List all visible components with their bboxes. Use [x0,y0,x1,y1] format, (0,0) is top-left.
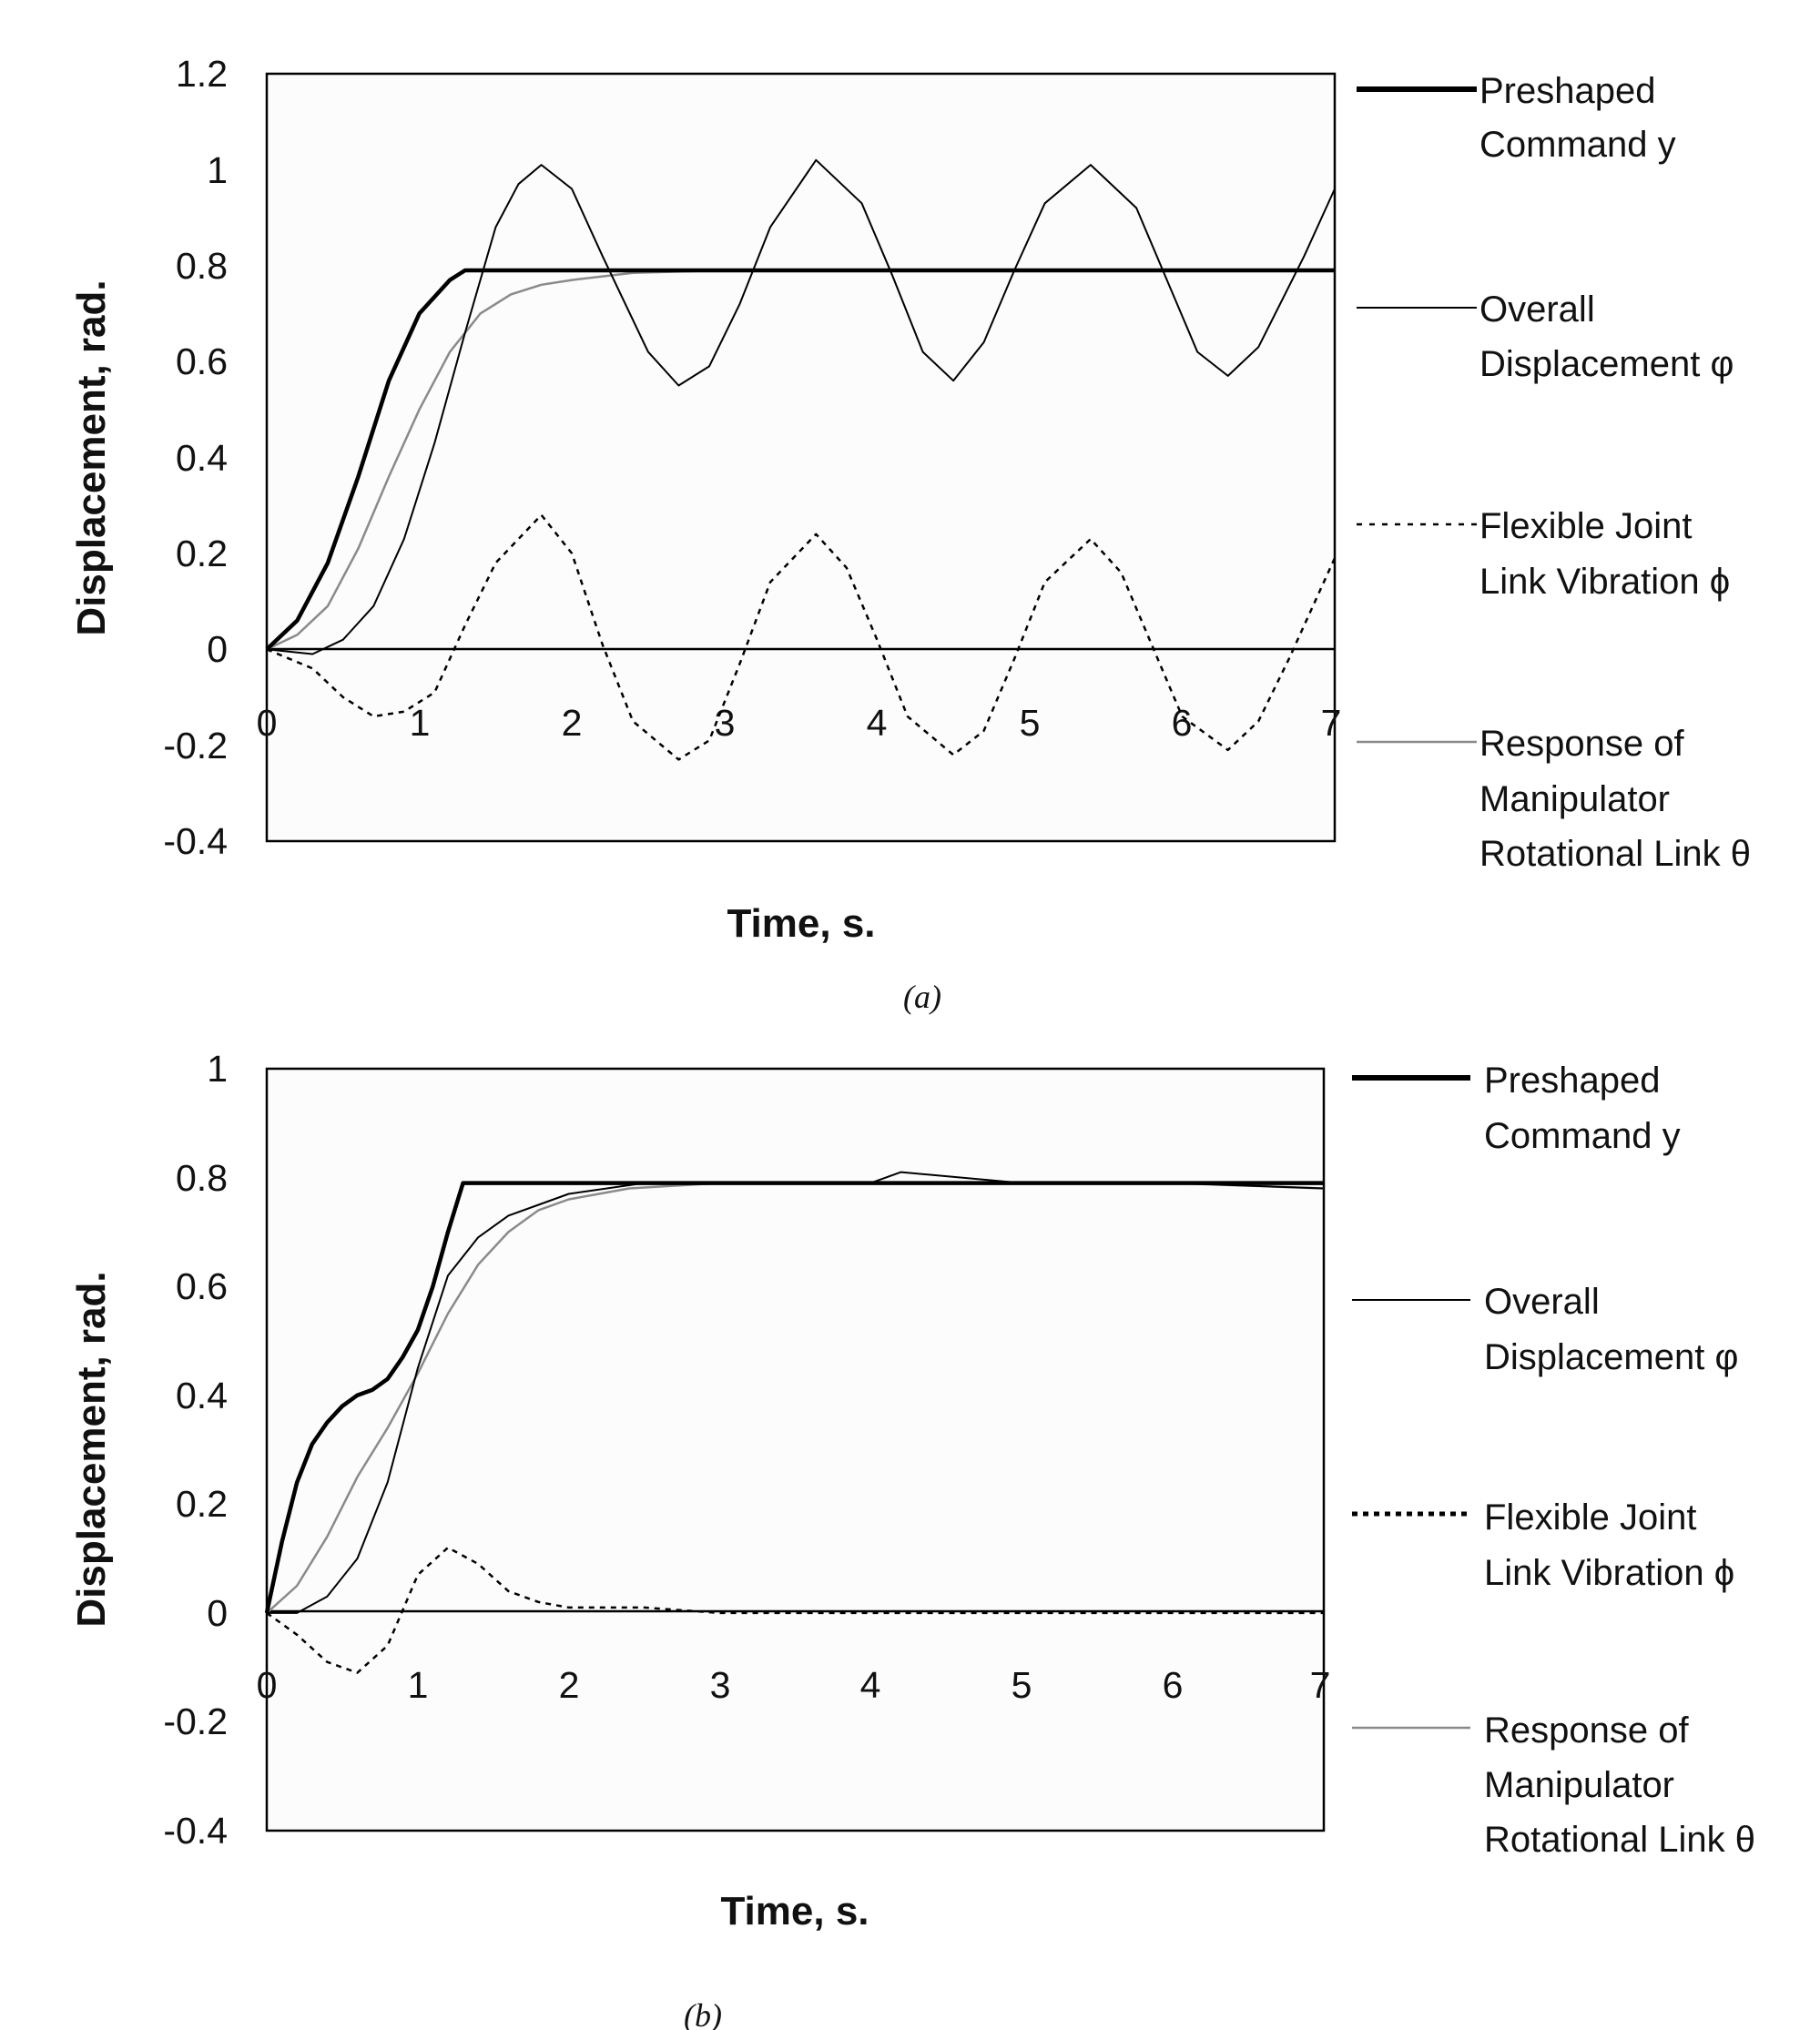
y-axis-title-a: Displacement, rad. [69,279,114,635]
legend-label: Manipulator [1479,779,1670,819]
x-tick-label: 2 [559,1664,580,1706]
y-tick-label: -0.2 [163,1700,228,1742]
legend-label: Manipulator [1484,1765,1674,1805]
panel-label-a: (a) [903,979,941,1015]
plot-area-a [265,72,1337,843]
series-line-preshaped-command-y [265,268,1335,651]
x-ticks-a: 0 1 2 3 4 5 6 7 [257,702,1342,744]
series-line-flexible-joint-link-vibration [266,1546,1324,1674]
x-tick-label: 5 [1020,702,1041,744]
y-tick-label: 0.4 [176,437,228,479]
legend-item-preshaped: Preshaped Command y [1357,71,1676,165]
legend-label: Displacement φ [1479,344,1734,384]
y-tick-label: -0.4 [163,820,228,862]
legend-label: Response of [1484,1710,1689,1751]
y-tick-label: -0.4 [163,1810,228,1852]
legend-b: Preshaped Command y Overall Displacement… [1352,1061,1755,1860]
series-line-flexible-joint-link-vibration [266,513,1337,761]
legend-item-overall: Overall Displacement φ [1352,1282,1738,1377]
y-tick-label: 0.2 [176,1483,228,1525]
x-tick-label: 4 [860,1664,881,1706]
series-group-a [265,158,1337,761]
legend-label: Displacement φ [1484,1337,1738,1377]
y-tick-label: 0 [207,628,228,670]
legend-item-preshaped: Preshaped Command y [1352,1061,1681,1156]
y-axis-title-b: Displacement, rad. [69,1271,114,1627]
legend-label: Overall [1479,289,1595,330]
legend-item-flexible: Flexible Joint Link Vibration ϕ [1352,1497,1734,1593]
legend-label: Flexible Joint [1479,506,1692,546]
chart-panel-a: 1.2 1 0.8 0.6 0.4 0.2 0 -0.2 -0.4 0 1 2 … [69,53,1751,1015]
legend-label: Link Vibration ϕ [1479,562,1730,602]
x-tick-label: 6 [1172,702,1193,744]
panel-label-b: (b) [684,1997,722,2030]
legend-item-flexible: Flexible Joint Link Vibration ϕ [1357,506,1730,602]
y-tick-label: 1 [207,149,228,191]
legend-label: Link Vibration ϕ [1484,1553,1734,1593]
series-line-preshaped-command-y [264,1181,1324,1614]
x-tick-label: 0 [257,1664,278,1706]
x-tick-label: 3 [710,1664,731,1706]
series-line-overall-displacement [267,1171,1325,1614]
y-tick-label: 1.2 [176,53,228,95]
legend-label: Flexible Joint [1484,1497,1696,1538]
x-tick-label: 1 [410,702,431,744]
legend-label: Rotational Link θ [1479,834,1751,874]
y-ticks-b: 1 0.8 0.6 0.4 0.2 0 -0.2 -0.4 [163,1048,228,1852]
y-tick-label: 0.4 [176,1375,228,1416]
y-tick-label: -0.2 [163,725,228,766]
legend-a: Preshaped Command y Overall Displacement… [1357,71,1751,874]
x-axis-title-a: Time, s. [727,901,875,946]
x-tick-label: 1 [408,1664,429,1706]
y-ticks-a: 1.2 1 0.8 0.6 0.4 0.2 0 -0.2 -0.4 [163,53,228,862]
legend-label: Overall [1484,1282,1600,1322]
x-tick-label: 0 [257,702,278,744]
series-group-b [264,1171,1325,1674]
legend-label: Response of [1479,724,1684,764]
legend-item-overall: Overall Displacement φ [1357,289,1734,384]
chart-panel-b: 1 0.8 0.6 0.4 0.2 0 -0.2 -0.4 0 1 2 3 4 … [69,1048,1755,2030]
legend-label: Preshaped [1484,1061,1660,1101]
y-tick-label: 0.8 [176,245,228,287]
x-tick-label: 7 [1321,702,1342,744]
x-tick-label: 4 [867,702,888,744]
x-axis-title-b: Time, s. [720,1889,869,1934]
x-tick-label: 5 [1012,1664,1032,1706]
x-tick-label: 2 [562,702,583,744]
y-tick-label: 0.8 [176,1157,228,1199]
x-tick-label: 7 [1310,1664,1331,1706]
legend-label: Preshaped [1479,71,1655,111]
legend-label: Rotational Link θ [1484,1820,1755,1860]
y-tick-label: 1 [207,1048,228,1090]
legend-item-response: Response of Manipulator Rotational Link … [1357,724,1751,874]
y-tick-label: 0.6 [176,1265,228,1307]
series-line-overall-displacement [266,158,1336,655]
y-tick-label: 0.6 [176,340,228,382]
x-tick-label: 6 [1163,1664,1184,1706]
y-tick-label: 0 [207,1592,228,1634]
legend-item-response: Response of Manipulator Rotational Link … [1352,1710,1755,1860]
legend-label: Command y [1484,1116,1681,1156]
y-tick-label: 0.2 [176,533,228,574]
plot-area-b [265,1067,1326,1832]
x-ticks-b: 0 1 2 3 4 5 6 7 [257,1664,1331,1706]
legend-label: Command y [1479,125,1676,165]
